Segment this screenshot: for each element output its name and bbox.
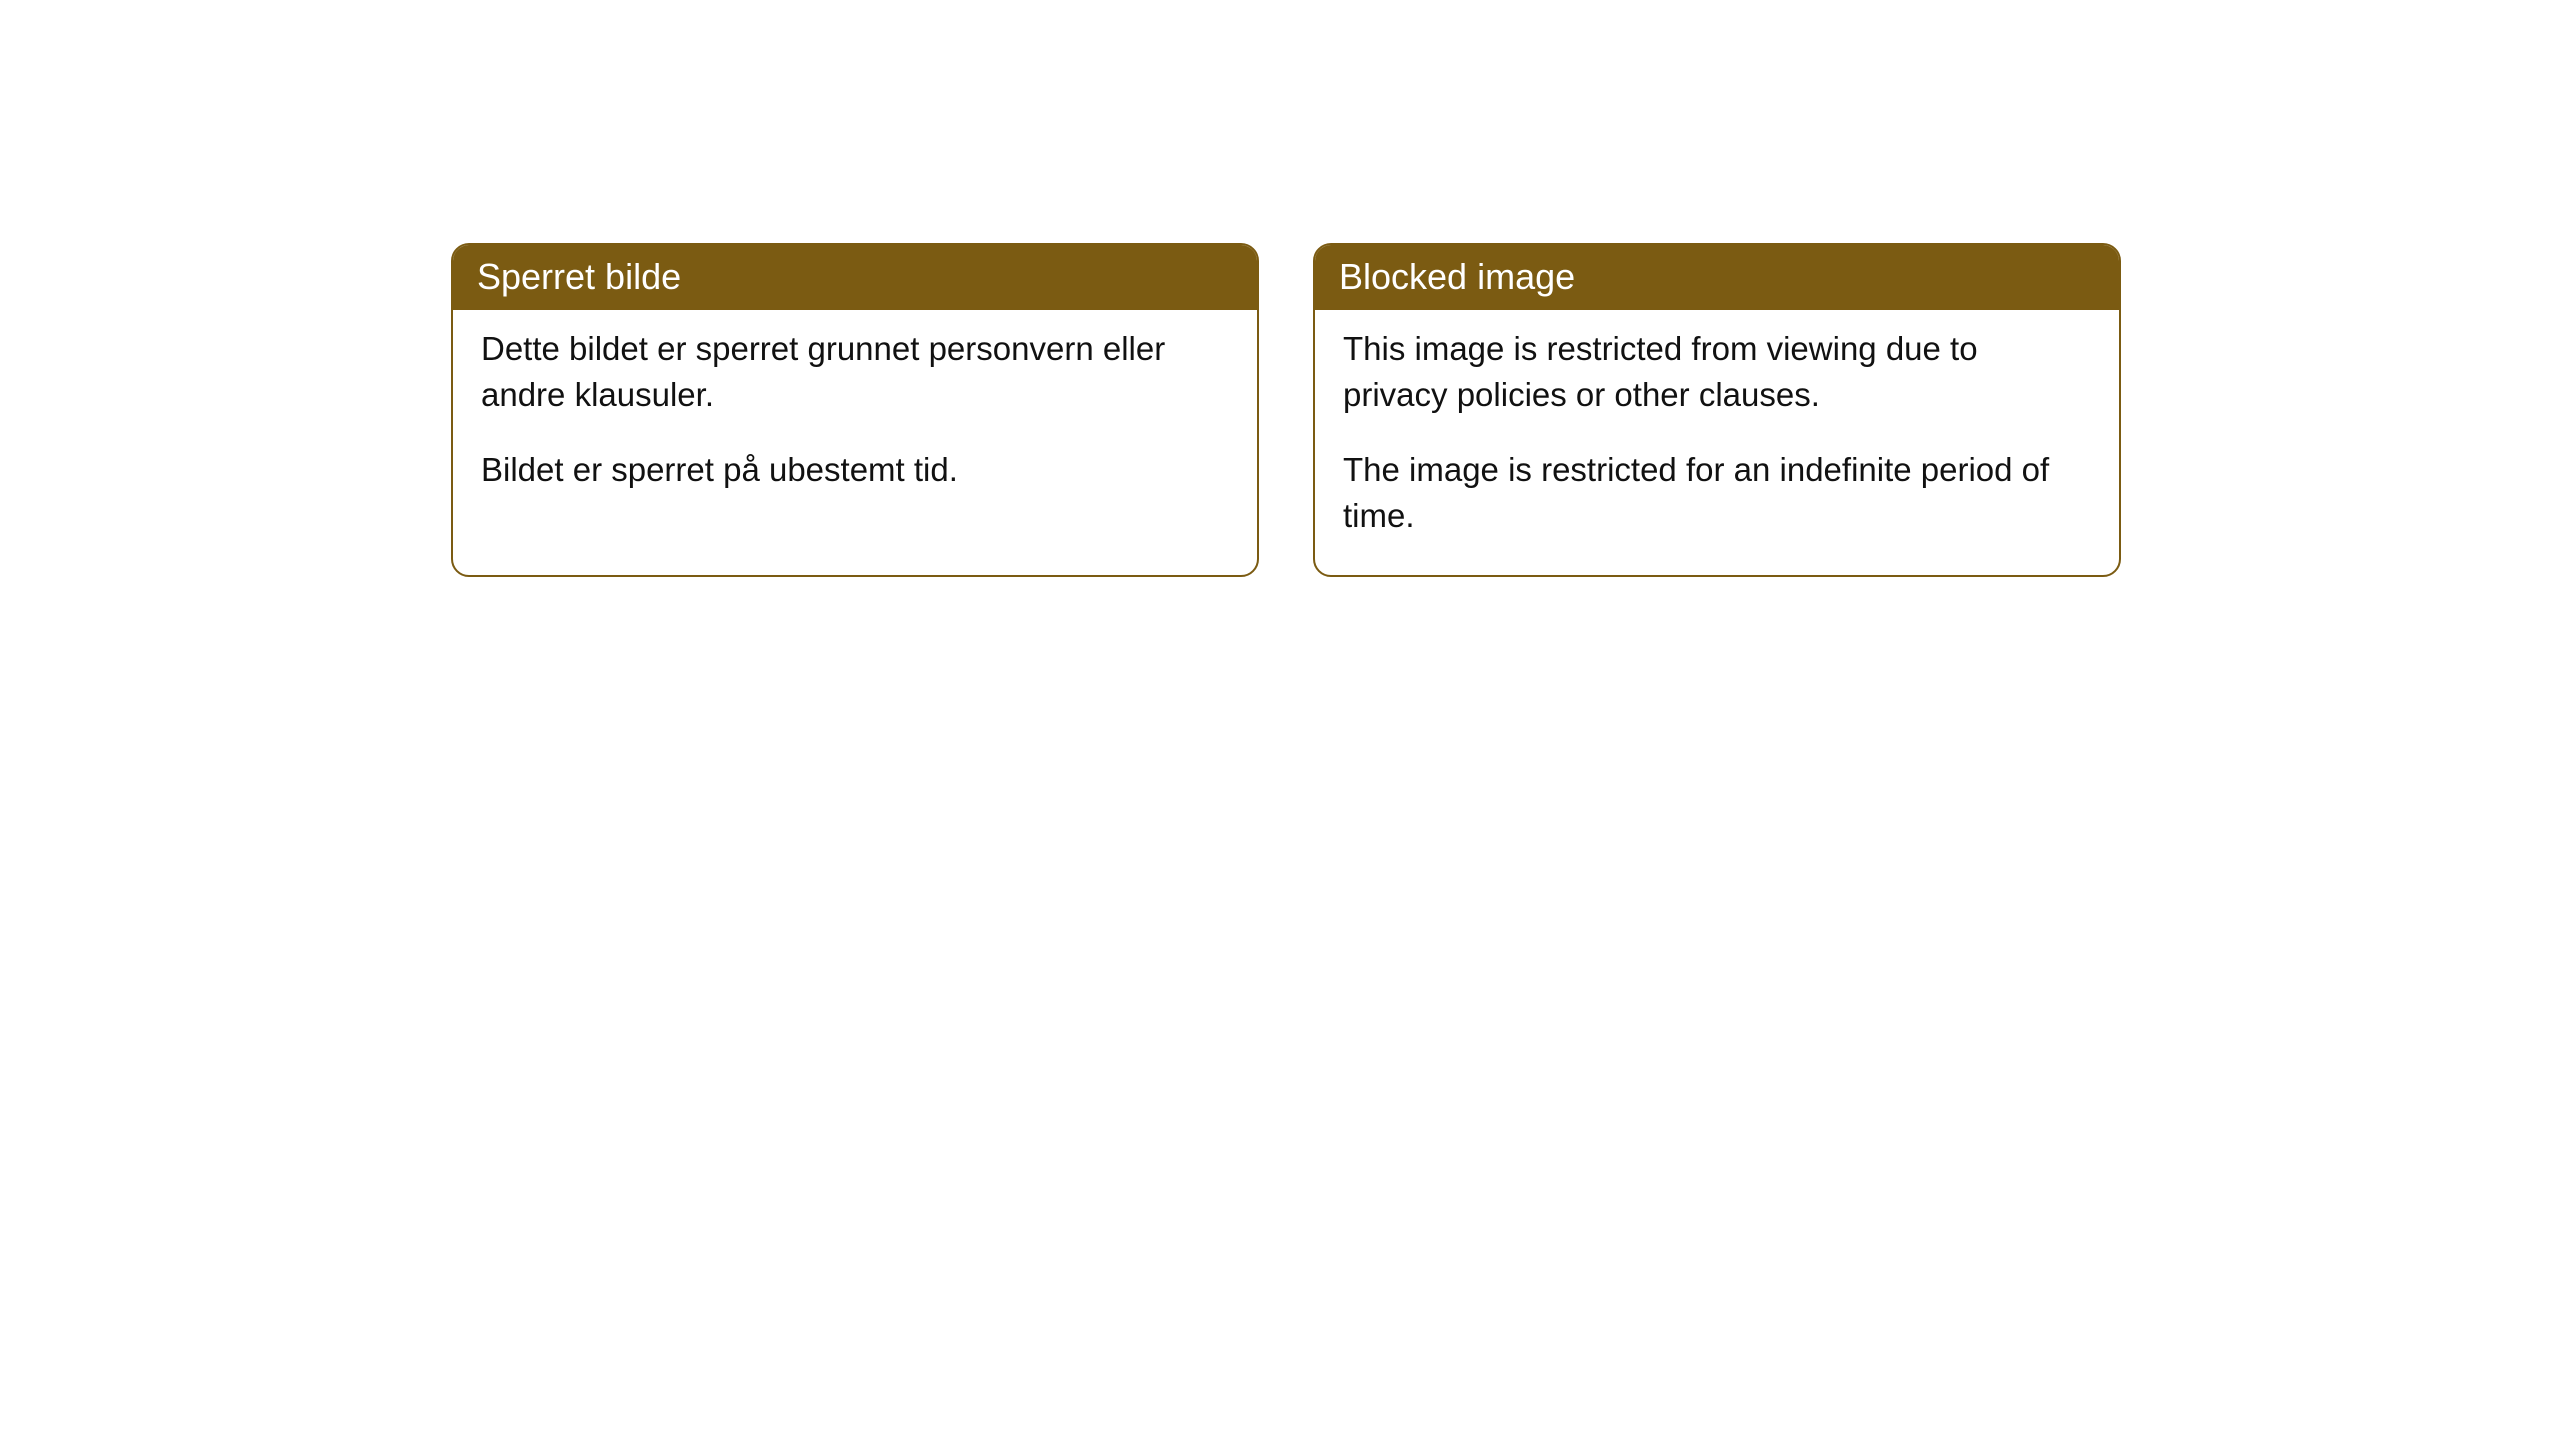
- card-header: Blocked image: [1315, 245, 2119, 310]
- card-paragraph: This image is restricted from viewing du…: [1343, 326, 2091, 418]
- card-paragraph: The image is restricted for an indefinit…: [1343, 447, 2091, 539]
- card-body: Dette bildet er sperret grunnet personve…: [453, 310, 1257, 575]
- card-header: Sperret bilde: [453, 245, 1257, 310]
- notice-cards-container: Sperret bilde Dette bildet er sperret gr…: [451, 243, 2121, 577]
- card-paragraph: Dette bildet er sperret grunnet personve…: [481, 326, 1229, 418]
- card-paragraph: Bildet er sperret på ubestemt tid.: [481, 447, 1229, 493]
- card-body: This image is restricted from viewing du…: [1315, 310, 2119, 575]
- notice-card-english: Blocked image This image is restricted f…: [1313, 243, 2121, 577]
- notice-card-norwegian: Sperret bilde Dette bildet er sperret gr…: [451, 243, 1259, 577]
